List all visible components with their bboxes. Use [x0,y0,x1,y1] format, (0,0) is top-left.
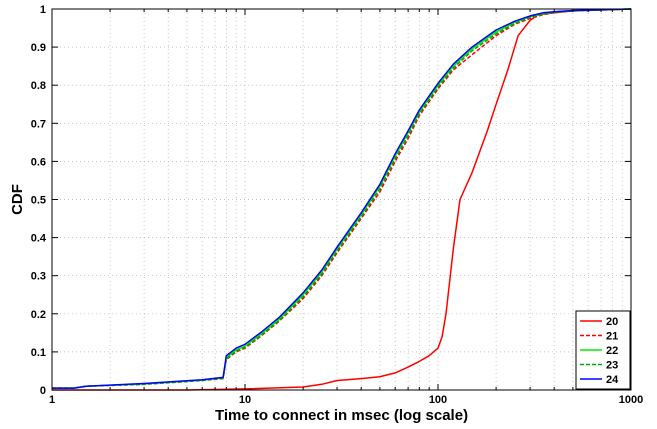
legend: 20 21 22 23 24 [575,310,631,390]
series-20-line [52,8,632,391]
y-tick-label: 0.8 [31,80,46,92]
x-tick-label: 1 [49,394,55,406]
y-axis-title: CDF [9,184,26,215]
x-axis-title: Time to connect in msec (log scale) [215,407,468,424]
legend-label-24: 24 [606,374,619,386]
x-tick-label: 100 [429,394,447,406]
y-tick-label: 0.1 [31,347,46,359]
axis-ticks: 1 10 100 1000 0 0.1 0.2 0.3 0.4 0.5 0.6 0.7 0.8 0.9 1 [31,4,644,406]
x-tick-label: 10 [239,394,251,406]
y-tick-label: 0.6 [31,156,46,168]
y-tick-label: 0.2 [31,309,46,321]
grid-lines [52,9,631,390]
y-tick-label: 0 [40,385,46,397]
legend-label-23: 23 [606,360,618,372]
series-24-line [52,8,632,389]
legend-box [575,310,631,390]
legend-label-21: 21 [606,331,618,343]
series-lines [52,8,632,391]
y-tick-label: 0.5 [31,195,46,207]
x-tick-label: 1000 [619,394,643,406]
legend-label-20: 20 [606,316,618,328]
y-tick-label: 1 [40,4,46,16]
y-tick-label: 0.3 [31,271,46,283]
series-23-line [52,8,632,389]
legend-label-22: 22 [606,345,618,357]
y-tick-label: 0.9 [31,42,46,54]
y-tick-label: 0.4 [31,233,47,245]
y-tick-label: 0.7 [31,118,46,130]
